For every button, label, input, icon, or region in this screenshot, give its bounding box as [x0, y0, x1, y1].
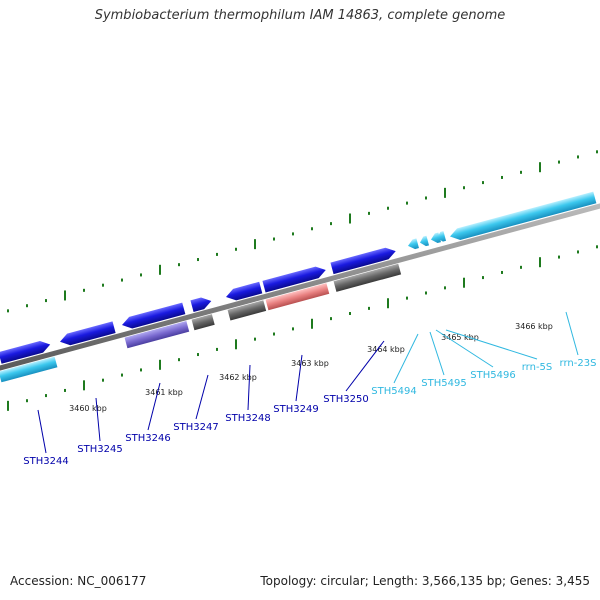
- label-leader: [295, 354, 303, 402]
- outer-tick-track: [7, 150, 598, 313]
- backbone-line: [0, 203, 600, 371]
- scale-label: 3461 kbp: [145, 388, 183, 397]
- topology-text: Topology: circular; Length: 3,566,135 bp…: [260, 574, 590, 588]
- label-leader: [147, 382, 161, 431]
- gene-label-rrn-23s[interactable]: rrn-23S: [560, 358, 597, 369]
- gene-label-sth3245[interactable]: STH3245: [77, 444, 122, 455]
- cds-block-sth3248[interactable]: [227, 300, 267, 321]
- label-leader: [247, 364, 251, 411]
- gene-labels: STH3244STH3245STH3246STH3247STH3248STH32…: [23, 311, 597, 467]
- scale-label: 3462 kbp: [219, 373, 257, 382]
- gene-label-sth3249[interactable]: STH3249: [273, 404, 318, 415]
- scale-label: 3465 kbp: [441, 333, 479, 342]
- label-leader: [435, 329, 494, 368]
- gene-arrow-rrn-23s[interactable]: [448, 191, 597, 243]
- gene-label-sth3246[interactable]: STH3246: [125, 433, 170, 444]
- gene-label-sth3247[interactable]: STH3247: [173, 422, 218, 433]
- scale-labels: 3460 kbp 3461 kbp 3462 kbp 3463 kbp 3464 kbp…: [69, 322, 553, 413]
- gene-arrow-sth5496[interactable]: [430, 232, 441, 244]
- cds-block-sth3249[interactable]: [265, 283, 330, 311]
- gene-label-sth3248[interactable]: STH3248: [225, 413, 270, 424]
- label-leader: [37, 409, 47, 454]
- gene-label-sth5494[interactable]: STH5494: [371, 386, 416, 397]
- accession-text: Accession: NC_006177: [10, 574, 147, 588]
- gene-arrow-sth3245[interactable]: [58, 321, 116, 347]
- scale-label: 3460 kbp: [69, 404, 107, 413]
- label-leader: [195, 374, 209, 420]
- label-leader: [345, 340, 385, 392]
- gene-arrow-rrn-5s[interactable]: [436, 231, 447, 243]
- gene-arrow-sth5495[interactable]: [419, 235, 430, 248]
- cds-block-sth3246[interactable]: [124, 320, 190, 349]
- label-leader: [565, 311, 579, 356]
- gene-label-sth5495[interactable]: STH5495: [421, 378, 466, 389]
- label-leader: [393, 333, 419, 384]
- gene-features: [0, 191, 597, 383]
- cds-block-sth3247[interactable]: [191, 314, 215, 331]
- label-leader: [429, 331, 445, 376]
- gene-label-sth3250[interactable]: STH3250: [323, 394, 368, 405]
- gene-arrow-sth3247[interactable]: [190, 295, 212, 312]
- scale-label: 3463 kbp: [291, 359, 329, 368]
- label-leader: [445, 329, 538, 360]
- gene-arrow-sth3248[interactable]: [224, 281, 263, 303]
- cds-block-sth3250[interactable]: [333, 263, 402, 292]
- gene-arrow-sth3250[interactable]: [330, 245, 397, 275]
- gene-arrow-sth5494[interactable]: [407, 238, 419, 250]
- genome-backbone: [0, 203, 600, 371]
- inner-tick-track: [7, 245, 598, 411]
- cds-block-sth3244[interactable]: [0, 356, 58, 383]
- gene-label-sth3244[interactable]: STH3244: [23, 456, 68, 467]
- gene-label-sth5496[interactable]: STH5496: [470, 370, 515, 381]
- scale-label: 3466 kbp: [515, 322, 553, 331]
- label-leader: [95, 397, 101, 442]
- genome-title: Symbiobacterium thermophilum IAM 14863, …: [94, 8, 506, 23]
- gene-label-rrn-5s[interactable]: rrn-5S: [522, 362, 553, 373]
- gene-arrow-sth3244[interactable]: [0, 339, 52, 364]
- scale-label: 3464 kbp: [367, 345, 405, 354]
- gene-arrow-sth3249[interactable]: [262, 264, 327, 293]
- gene-arrow-sth3246[interactable]: [120, 302, 186, 331]
